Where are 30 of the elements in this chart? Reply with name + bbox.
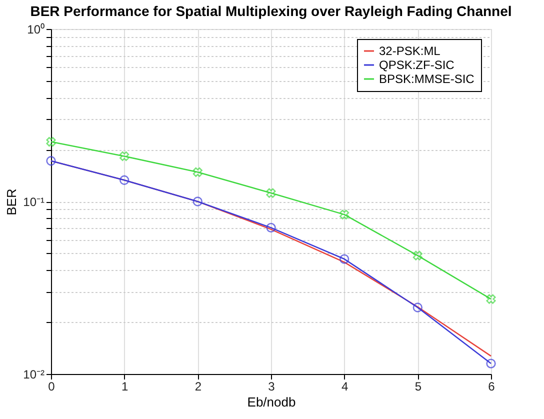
legend-label: 32-PSK:ML — [379, 44, 441, 58]
y-tick-label: 10⁰ — [27, 22, 44, 36]
point — [340, 210, 350, 220]
legend-label: QPSK:ZF-SIC — [379, 58, 455, 72]
x-tick-label: 0 — [48, 380, 56, 394]
point — [340, 254, 350, 264]
y-tick-label: 10⁻² — [23, 368, 45, 382]
y-tick-label: 10⁻¹ — [23, 195, 45, 209]
x-axis-title: Eb/nodb — [247, 394, 296, 410]
x-tick-label: 3 — [268, 380, 276, 394]
point — [192, 196, 202, 206]
x-tick-label: 1 — [121, 380, 128, 394]
point — [486, 294, 496, 304]
x-tick-label: 5 — [414, 380, 422, 394]
point — [46, 136, 56, 147]
point — [412, 302, 422, 312]
point — [266, 188, 276, 198]
y-axis-title: BER — [4, 188, 20, 216]
point — [266, 222, 276, 233]
legend-label: BPSK:MMSE-SIC — [379, 72, 475, 86]
point — [46, 156, 56, 166]
x-tick-label: 4 — [341, 380, 348, 394]
chart-title: BER Performance for Spatial Multiplexing over Rayleigh Fading Channel — [30, 3, 512, 19]
point — [412, 250, 422, 260]
x-tick-label: 2 — [194, 380, 202, 394]
point — [486, 358, 496, 368]
point — [120, 151, 130, 162]
point — [192, 167, 202, 177]
x-tick-label: 6 — [488, 380, 496, 394]
point — [120, 175, 130, 185]
